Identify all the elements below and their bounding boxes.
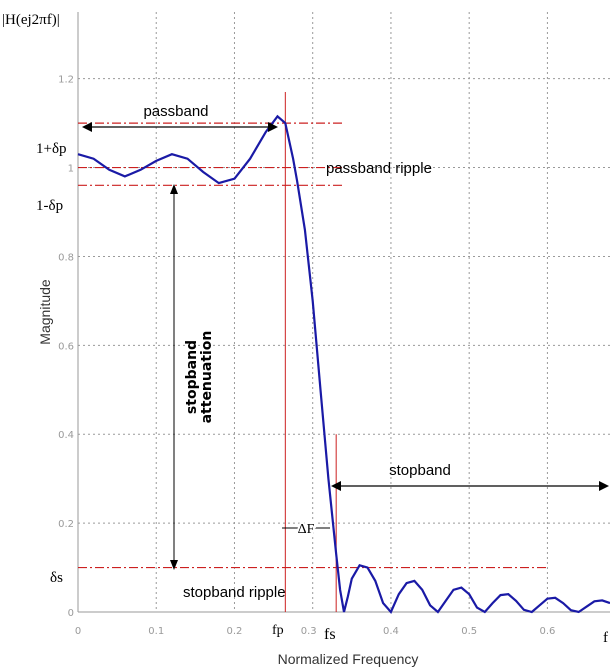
y-axis-label: Magnitude xyxy=(37,279,53,345)
grid-lines xyxy=(78,12,610,612)
x-tick-label: 0.5 xyxy=(461,626,477,637)
x-tick-label: 0 xyxy=(75,626,81,637)
y-tick-label: 0.8 xyxy=(58,252,74,263)
y-tick-label: 0.6 xyxy=(58,341,74,352)
fs-label: fs xyxy=(324,626,336,643)
y-tick-label: 0 xyxy=(68,608,74,619)
passband-label: passband xyxy=(143,103,208,120)
y-tick-label: 0.2 xyxy=(58,519,74,530)
level-label-lower: 1-δp xyxy=(36,198,63,214)
x-tick-labels: 0 0.1 0.2 0.4 0.5 0.6 0.3 xyxy=(75,626,556,637)
y-tick-label: 1 xyxy=(68,164,74,175)
fp-label: fp xyxy=(272,623,284,638)
x-tick-label: 0.3 xyxy=(301,626,317,637)
y-tick-labels: 0 0.2 0.4 0.6 0.8 1 1.2 xyxy=(58,75,74,619)
axes xyxy=(77,12,610,613)
x-tick-label: 0.1 xyxy=(148,626,164,637)
stopband-arrow xyxy=(331,481,609,491)
delta-f-label: ΔF xyxy=(298,522,315,537)
x-tick-label: 0.2 xyxy=(227,626,243,637)
y-tick-label: 1.2 xyxy=(58,75,74,86)
y-axis-top-label: |H(ej2πf)| xyxy=(2,12,60,28)
reference-lines xyxy=(78,92,548,612)
x-tick-label: 0.6 xyxy=(539,626,555,637)
passband-arrow xyxy=(82,122,278,132)
level-label-stop: δs xyxy=(50,570,63,586)
stopband-attenuation-arrow xyxy=(170,184,178,570)
x-axis-label: Normalized Frequency xyxy=(278,651,419,667)
stopband-attenuation-label: stopband xyxy=(184,340,200,414)
stopband-attenuation-label-2: attenuation xyxy=(199,331,215,424)
stopband-ripple-label: stopband ripple xyxy=(183,584,286,601)
level-label-upper: 1+δp xyxy=(36,141,67,157)
passband-ripple-label: passband ripple xyxy=(326,160,432,177)
x-tick-label: 0.4 xyxy=(383,626,399,637)
y-tick-label: 0.4 xyxy=(58,430,74,441)
stopband-label: stopband xyxy=(389,462,451,479)
x-axis-end-label: f xyxy=(603,630,608,646)
magnitude-response-curve xyxy=(77,114,610,615)
